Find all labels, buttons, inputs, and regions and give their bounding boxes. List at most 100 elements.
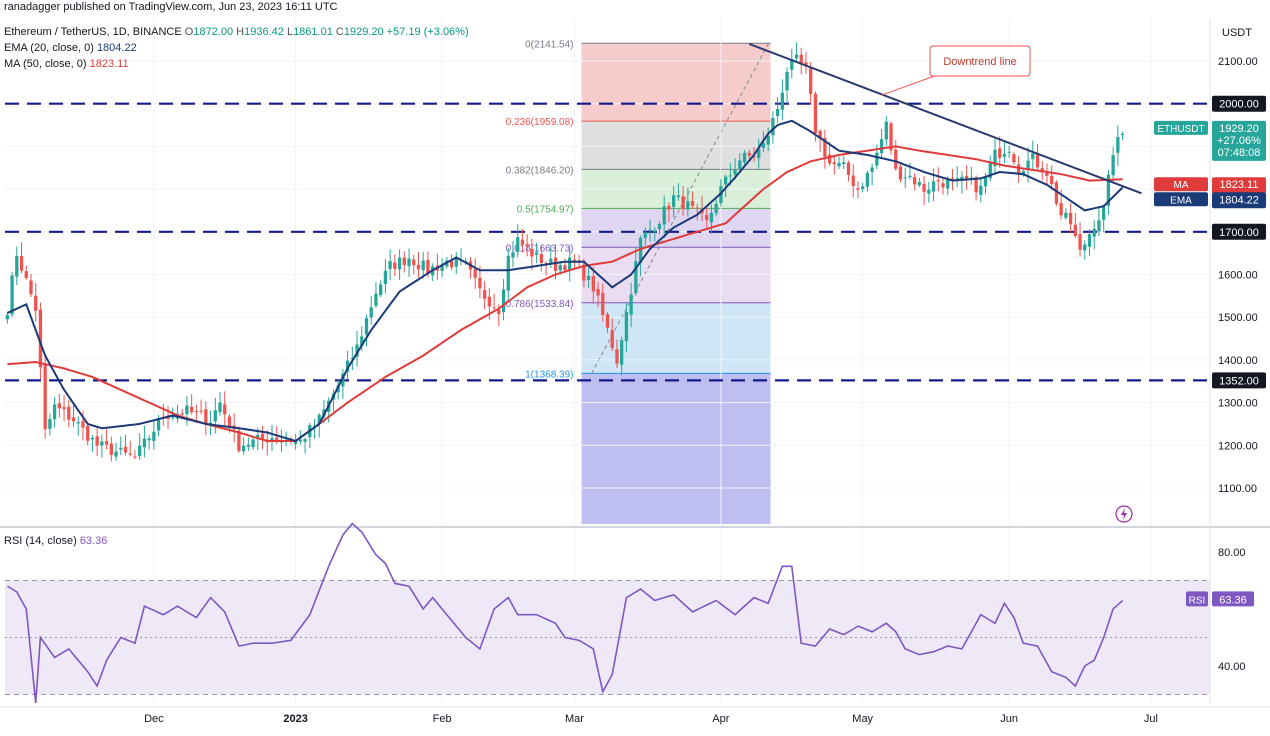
- candle-body: [473, 269, 477, 278]
- price-tick-label: 1500.00: [1218, 312, 1258, 324]
- candle-body: [1007, 151, 1011, 153]
- candle-body: [270, 437, 274, 441]
- ma-legend[interactable]: MA (50, close, 0) 1823.11: [4, 58, 129, 70]
- fib-zone: [581, 302, 771, 374]
- candle-body: [534, 252, 539, 255]
- candle-body: [227, 416, 232, 428]
- candle-body: [62, 407, 66, 410]
- candle-body: [723, 176, 728, 185]
- candle-body: [662, 206, 666, 225]
- candle-body: [634, 261, 638, 294]
- candle-body: [766, 135, 770, 145]
- candle-body: [426, 259, 430, 274]
- candle-body: [690, 201, 695, 206]
- lightning-icon-glyph: [1121, 508, 1127, 520]
- candle-body: [487, 296, 492, 307]
- candle-body: [794, 54, 799, 59]
- candle-body: [742, 152, 747, 163]
- downtrend-line[interactable]: Downtrend line: [748, 42, 1142, 195]
- candle-body: [24, 271, 28, 278]
- candle-body: [374, 293, 378, 306]
- rsi-tag-name-box: [1186, 591, 1208, 607]
- rsi-tag-value: 63.36: [1219, 594, 1247, 606]
- ohlc-close: 1929.20: [343, 26, 384, 38]
- candle-body: [1073, 224, 1077, 236]
- candle-body: [648, 229, 652, 231]
- rsi-pane: [0, 522, 1270, 704]
- price-tag-value: 07:48:08: [1218, 147, 1261, 159]
- candle-body: [1078, 234, 1082, 250]
- candle-body: [223, 404, 227, 415]
- candle-body: [922, 183, 926, 192]
- candle-body: [582, 264, 586, 281]
- candle-body: [104, 441, 109, 445]
- candle-body: [605, 314, 610, 328]
- candle-body: [1106, 174, 1111, 206]
- support-resistance-levels[interactable]: [5, 102, 1210, 382]
- price-tick-label: 1200.00: [1218, 440, 1258, 452]
- ema-legend[interactable]: EMA (20, close, 0) 1804.22: [4, 42, 137, 54]
- candle-body: [237, 430, 241, 452]
- candle-body: [988, 163, 992, 179]
- ema-legend-label: EMA (20, close, 0): [4, 42, 94, 54]
- ma-legend-value: 1823.11: [89, 58, 129, 70]
- candle-body: [714, 203, 718, 214]
- candle-body: [1002, 153, 1007, 157]
- rsi-legend-value: 63.36: [79, 535, 108, 547]
- ema20-line: [6, 119, 1124, 443]
- candle-body: [946, 179, 950, 189]
- price-tag-value: +27.06%: [1217, 135, 1261, 147]
- price-axis[interactable]: 2000.00 1700.00 1352.00 USDT 2100.00 1600.00 1…: [1115, 18, 1266, 706]
- fibonacci-retracement[interactable]: 0(2141.54) 0.236(1959.08) 0.382(1846.20) 0.…: [506, 39, 771, 524]
- candle-body: [596, 289, 600, 296]
- candle-body: [383, 270, 388, 285]
- candle-body: [1111, 155, 1115, 176]
- candle-body: [416, 264, 421, 270]
- candle-body: [482, 290, 487, 299]
- candle-body: [1050, 175, 1054, 185]
- price-tag-value: 1823.11: [1220, 179, 1259, 191]
- price-tag-box: [1212, 192, 1266, 209]
- price-tick-label: 1600.00: [1218, 270, 1258, 282]
- candle-body: [402, 257, 406, 265]
- candle-body: [903, 177, 907, 179]
- candle-body: [369, 307, 373, 318]
- candle-body: [1087, 234, 1092, 247]
- candle-body: [497, 309, 501, 315]
- time-axis[interactable]: Dec 2023 Feb Mar Apr May Jun Jul: [0, 706, 1270, 725]
- rsi-legend[interactable]: RSI (14, close) 63.36: [4, 535, 107, 547]
- candle-body: [218, 402, 222, 412]
- price-tag-name: EMA: [1170, 195, 1192, 206]
- candle-body: [43, 364, 47, 430]
- rsi-line: [6, 522, 1124, 704]
- candle-body: [492, 307, 496, 309]
- candle-body: [563, 265, 567, 271]
- candle-body: [317, 415, 321, 425]
- candle-body: [412, 259, 416, 266]
- candle-body: [809, 67, 813, 95]
- candle-body: [879, 139, 884, 154]
- price-tag-box: [1212, 177, 1266, 194]
- candle-body: [180, 413, 184, 415]
- candle-body: [936, 180, 940, 182]
- ohlc-high: 1936.42: [244, 26, 284, 38]
- candle-body: [804, 62, 808, 65]
- symbol-line: Ethereum / TetherUS, 1D, BINANCE O1872.0…: [4, 26, 469, 38]
- candle-body: [1026, 160, 1030, 171]
- candle-body: [799, 54, 803, 64]
- symbol-title[interactable]: Ethereum / TetherUS, 1D, BINANCE: [4, 26, 182, 38]
- candle-body: [81, 421, 85, 428]
- candle-body: [572, 259, 577, 261]
- candle-body: [350, 358, 354, 360]
- fib-zone: [581, 43, 771, 122]
- time-tick-label: Feb: [433, 713, 452, 725]
- time-tick-label: Apr: [712, 713, 729, 725]
- candle-body: [818, 130, 822, 139]
- candle-body: [757, 149, 761, 159]
- candle-body: [194, 411, 199, 413]
- candle-body: [520, 239, 525, 245]
- candle-body: [927, 189, 931, 194]
- candle-body: [823, 137, 827, 157]
- candle-body: [76, 422, 80, 424]
